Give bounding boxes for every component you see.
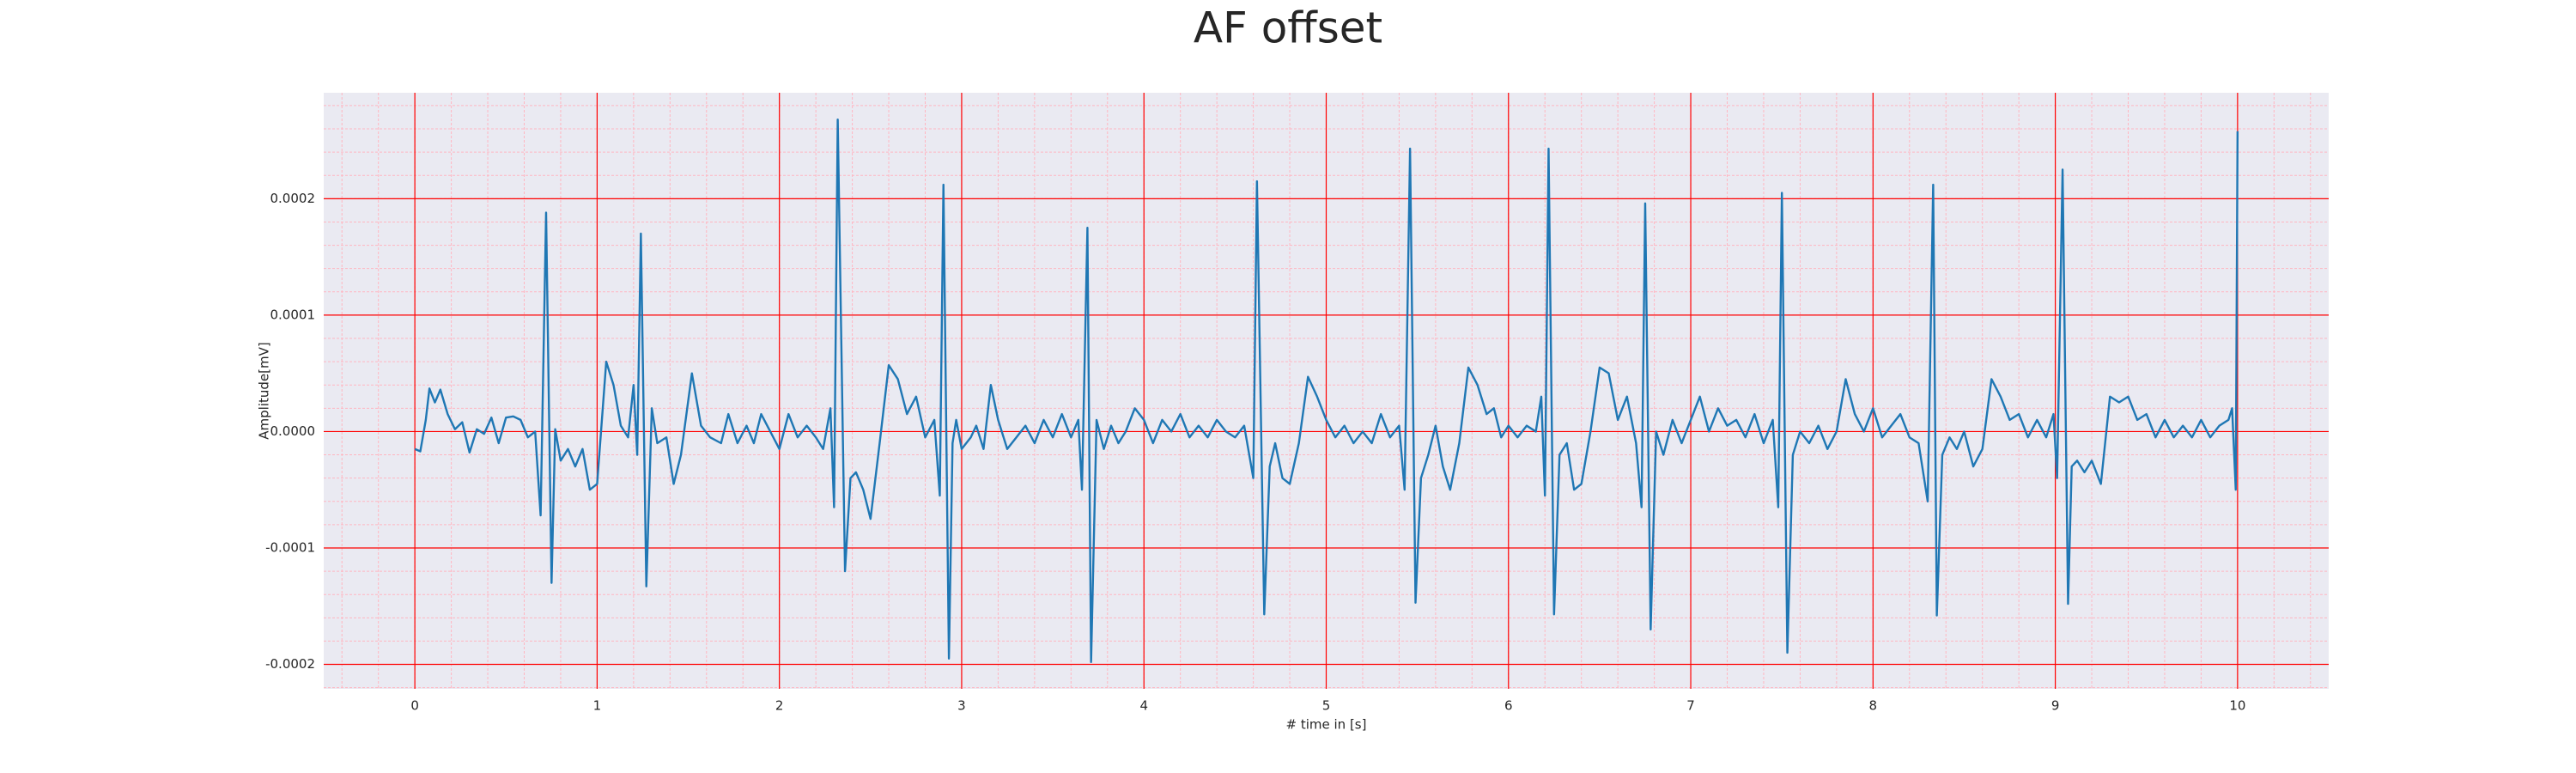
x-tick-label: 6	[1504, 698, 1513, 714]
x-tick-label: 8	[1869, 698, 1878, 714]
x-tick-label: 4	[1139, 698, 1148, 714]
x-tick-label: 9	[2051, 698, 2060, 714]
y-tick-label: -0.0001	[265, 539, 315, 555]
y-tick-label: 0.0002	[270, 191, 316, 206]
x-tick-label: 5	[1322, 698, 1331, 714]
x-tick-label: 1	[593, 698, 602, 714]
x-tick-label: 3	[957, 698, 966, 714]
x-tick-label: 0	[410, 698, 419, 714]
x-axis-label: # time in [s]	[1286, 717, 1367, 733]
signal-line	[414, 118, 2239, 664]
x-tick-label: 7	[1686, 698, 1695, 714]
x-tick-label: 2	[775, 698, 784, 714]
chart-title: AF offset	[1194, 3, 1382, 53]
y-tick-label: 0.0000	[270, 423, 316, 439]
y-axis-label: Amplitude[mV]	[257, 342, 272, 439]
x-tick-label: 10	[2229, 698, 2245, 714]
y-tick-label: 0.0001	[270, 307, 316, 322]
y-tick-label: -0.0002	[265, 656, 315, 672]
